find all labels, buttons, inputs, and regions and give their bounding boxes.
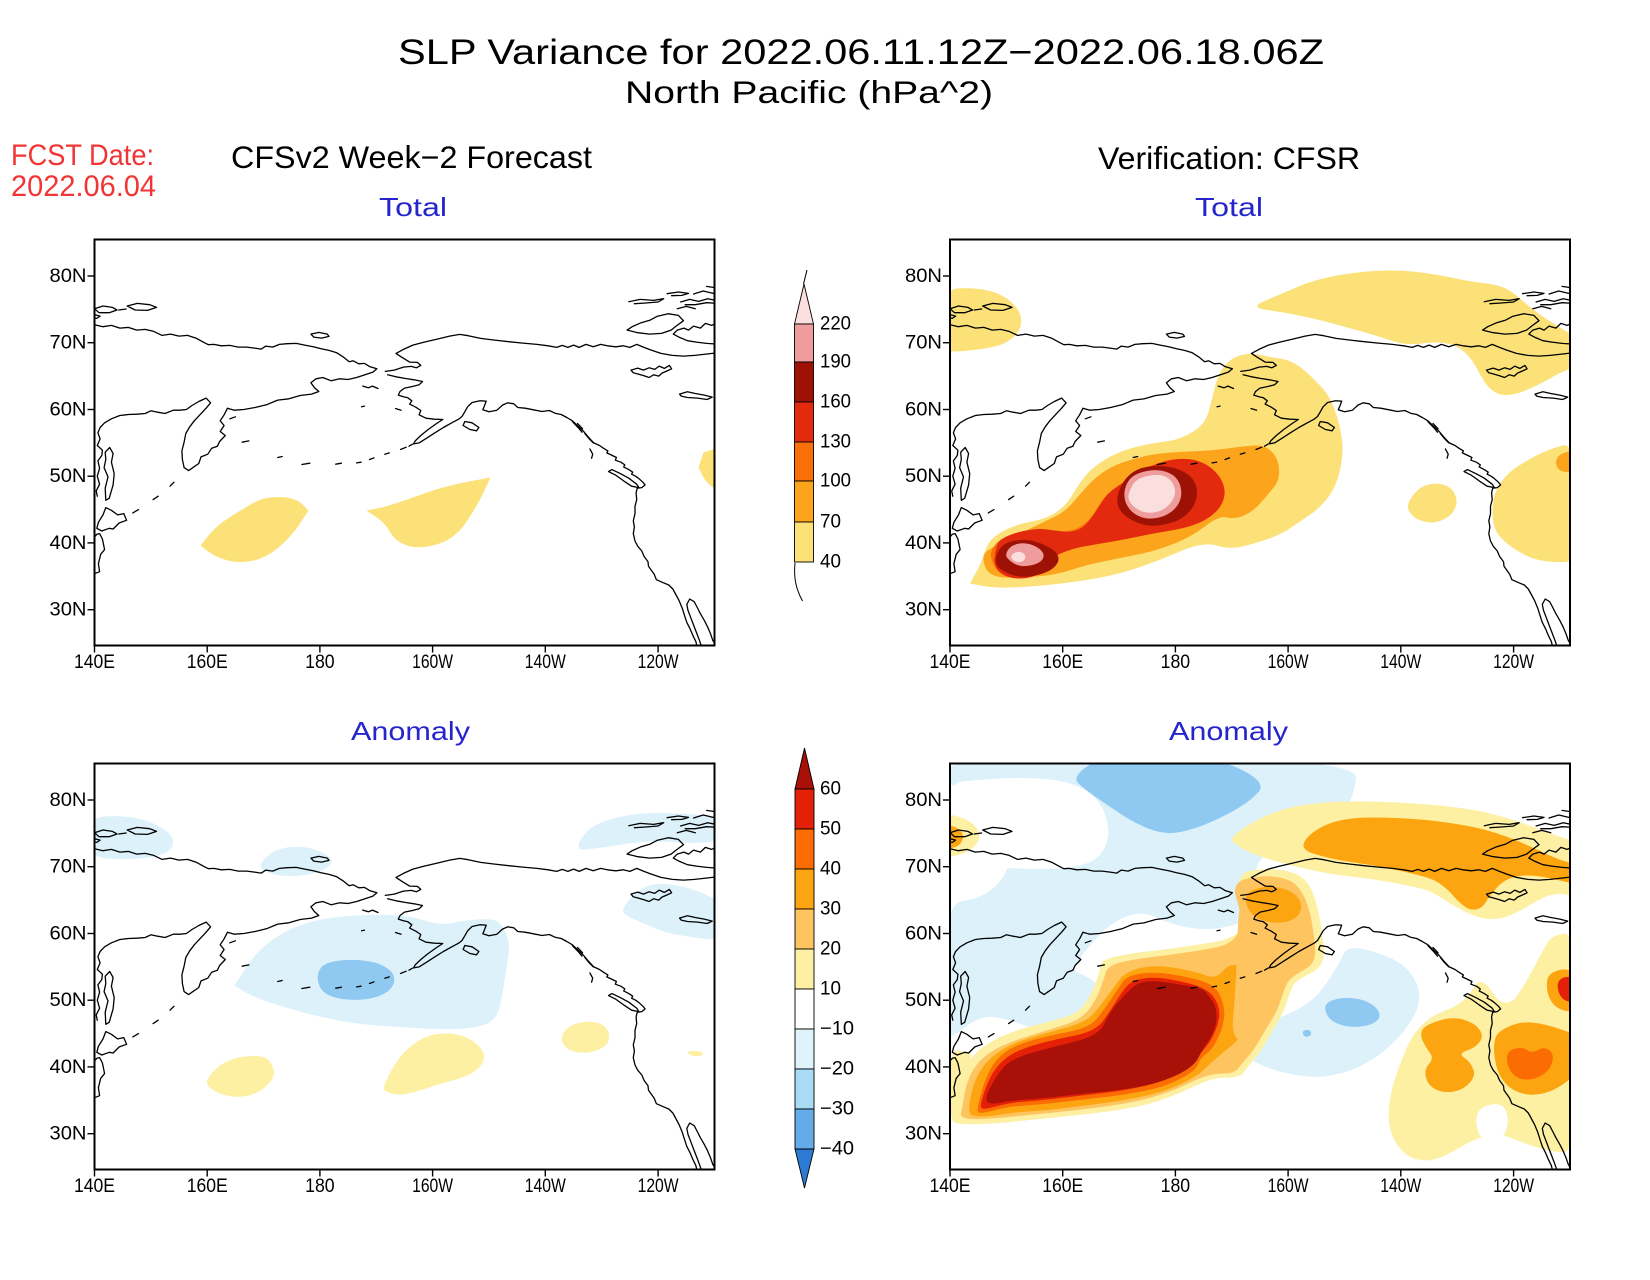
- svg-text:Anomaly: Anomaly: [1169, 716, 1288, 746]
- svg-text:80N: 80N: [50, 266, 87, 287]
- svg-text:Total: Total: [379, 192, 447, 222]
- svg-text:−40: −40: [820, 1139, 854, 1160]
- svg-text:180: 180: [305, 652, 335, 673]
- svg-text:160W: 160W: [412, 652, 453, 673]
- svg-text:60: 60: [820, 779, 841, 800]
- svg-text:Verification: CFSR: Verification: CFSR: [1098, 140, 1360, 176]
- svg-text:140W: 140W: [525, 652, 566, 673]
- svg-text:220: 220: [820, 314, 851, 335]
- svg-text:Anomaly: Anomaly: [351, 716, 470, 746]
- svg-text:160W: 160W: [1268, 1176, 1309, 1197]
- svg-text:100: 100: [820, 471, 851, 492]
- svg-text:10: 10: [820, 979, 841, 1000]
- svg-text:North Pacific (hPa^2): North Pacific (hPa^2): [625, 74, 993, 110]
- svg-text:160E: 160E: [187, 1176, 228, 1197]
- svg-text:CFSv2 Week−2 Forecast: CFSv2 Week−2 Forecast: [231, 139, 592, 175]
- svg-text:60N: 60N: [905, 400, 942, 421]
- svg-text:30N: 30N: [50, 600, 87, 621]
- svg-text:30: 30: [820, 899, 841, 920]
- svg-text:140E: 140E: [930, 1176, 971, 1197]
- svg-text:180: 180: [1161, 1176, 1191, 1197]
- svg-text:70N: 70N: [50, 333, 87, 354]
- svg-text:50N: 50N: [905, 990, 942, 1011]
- svg-text:140E: 140E: [74, 1176, 115, 1197]
- svg-text:70N: 70N: [905, 857, 942, 878]
- svg-text:50N: 50N: [50, 990, 87, 1011]
- svg-text:40N: 40N: [50, 533, 87, 554]
- svg-text:120W: 120W: [638, 652, 679, 673]
- svg-text:160W: 160W: [412, 1176, 453, 1197]
- svg-text:80N: 80N: [905, 790, 942, 811]
- svg-text:180: 180: [305, 1176, 335, 1197]
- svg-text:30N: 30N: [905, 600, 942, 621]
- svg-text:60N: 60N: [50, 924, 87, 945]
- svg-text:140W: 140W: [1380, 652, 1421, 673]
- svg-text:40: 40: [820, 552, 841, 573]
- svg-text:70: 70: [820, 512, 841, 533]
- svg-text:70N: 70N: [50, 857, 87, 878]
- svg-text:−30: −30: [820, 1099, 854, 1120]
- svg-text:80N: 80N: [905, 266, 942, 287]
- svg-text:130: 130: [820, 432, 851, 453]
- svg-text:30N: 30N: [905, 1124, 942, 1145]
- svg-text:−10: −10: [820, 1019, 854, 1040]
- svg-text:−20: −20: [820, 1059, 854, 1080]
- svg-text:120W: 120W: [1493, 1176, 1534, 1197]
- svg-text:140W: 140W: [1380, 1176, 1421, 1197]
- svg-text:180: 180: [1161, 652, 1191, 673]
- svg-text:FCST Date:: FCST Date:: [11, 139, 154, 172]
- svg-text:140E: 140E: [74, 652, 115, 673]
- svg-text:50N: 50N: [905, 466, 942, 487]
- svg-text:60N: 60N: [905, 924, 942, 945]
- svg-text:Total: Total: [1195, 192, 1263, 222]
- svg-text:190: 190: [820, 352, 851, 373]
- svg-text:160W: 160W: [1268, 652, 1309, 673]
- svg-text:60N: 60N: [50, 400, 87, 421]
- svg-text:120W: 120W: [638, 1176, 679, 1197]
- svg-text:160E: 160E: [187, 652, 228, 673]
- svg-text:SLP Variance for 2022.06.11.12: SLP Variance for 2022.06.11.12Z−2022.06.…: [398, 33, 1324, 72]
- svg-text:40N: 40N: [50, 1057, 87, 1078]
- svg-text:2022.06.04: 2022.06.04: [11, 170, 156, 203]
- svg-text:30N: 30N: [50, 1124, 87, 1145]
- svg-text:70N: 70N: [905, 333, 942, 354]
- svg-text:120W: 120W: [1493, 652, 1534, 673]
- svg-text:140W: 140W: [525, 1176, 566, 1197]
- svg-text:40N: 40N: [905, 1057, 942, 1078]
- svg-text:50: 50: [820, 819, 841, 840]
- svg-text:160: 160: [820, 392, 851, 413]
- svg-text:40: 40: [820, 859, 841, 880]
- svg-text:160E: 160E: [1042, 652, 1083, 673]
- svg-text:20: 20: [820, 939, 841, 960]
- svg-text:50N: 50N: [50, 466, 87, 487]
- svg-text:40N: 40N: [905, 533, 942, 554]
- svg-text:80N: 80N: [50, 790, 87, 811]
- svg-text:160E: 160E: [1042, 1176, 1083, 1197]
- svg-text:140E: 140E: [930, 652, 971, 673]
